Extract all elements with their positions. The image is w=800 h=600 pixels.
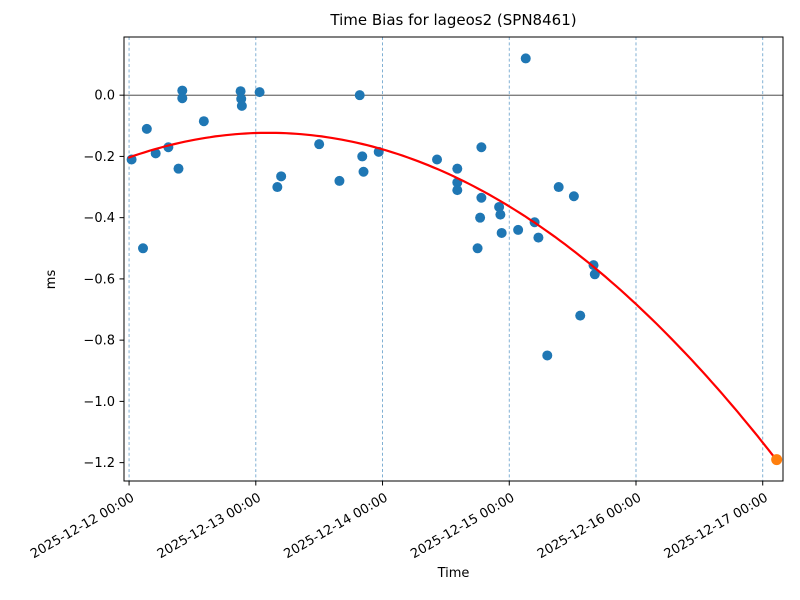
scatter-point (513, 224, 524, 235)
x-tick-label: 2025-12-15 00:00 (408, 490, 517, 562)
scatter-point (272, 182, 283, 193)
scatter-point (198, 116, 209, 127)
scatter-point (476, 142, 487, 153)
scatter-point (150, 148, 161, 159)
scatter-point (575, 310, 586, 321)
predicted-scatter-point (771, 454, 783, 466)
y-axis-label: ms (44, 269, 60, 290)
scatter-point (494, 201, 505, 212)
y-tick-label: −0.2 (83, 150, 115, 165)
scatter-point (177, 93, 188, 104)
scatter-point (314, 139, 325, 150)
scatter-point (276, 171, 287, 182)
scatter-point (542, 350, 553, 361)
x-tick-label: 2025-12-13 00:00 (155, 490, 264, 562)
scatter-point (589, 269, 600, 280)
scatter-point (358, 166, 369, 177)
x-tick-label: 2025-12-17 00:00 (662, 490, 771, 562)
scatter-point (334, 175, 345, 186)
scatter-point (138, 243, 149, 254)
y-tick-label: −1.2 (83, 456, 115, 471)
y-tick-label: −0.4 (83, 211, 115, 226)
y-tick-label: 0.0 (94, 89, 115, 104)
x-tick-label: 2025-12-12 00:00 (28, 490, 137, 562)
scatter-point (177, 85, 188, 96)
scatter-point (236, 100, 247, 111)
axes-spines (123, 36, 784, 482)
scatter-point (520, 53, 531, 64)
y-tick-label: −1.0 (83, 395, 115, 410)
scatter-point (452, 163, 463, 174)
scatter-point (472, 243, 483, 254)
scatter-point (254, 87, 265, 98)
scatter-point (495, 209, 506, 220)
scatter-point (357, 151, 368, 162)
fit-curve (128, 131, 778, 462)
scatter-point (452, 185, 463, 196)
scatter-point (533, 232, 544, 243)
scatter-point (568, 191, 579, 202)
x-tick-label: 2025-12-16 00:00 (535, 490, 644, 562)
x-axis-label: Time (437, 566, 470, 581)
scatter-point (141, 123, 152, 134)
scatter-point (475, 212, 486, 223)
x-tick-label: 2025-12-14 00:00 (282, 490, 391, 562)
scatter-point (173, 163, 184, 174)
scatter-point (354, 90, 365, 101)
y-tick-label: −0.8 (83, 334, 115, 349)
chart-title: Time Bias for lageos2 (SPN8461) (330, 11, 577, 29)
y-tick-label: −0.6 (83, 272, 115, 287)
scatter-point (476, 192, 487, 203)
scatter-point (432, 154, 443, 165)
scatter-point (496, 227, 507, 238)
scatter-point (235, 86, 246, 97)
scatter-point (553, 182, 564, 193)
